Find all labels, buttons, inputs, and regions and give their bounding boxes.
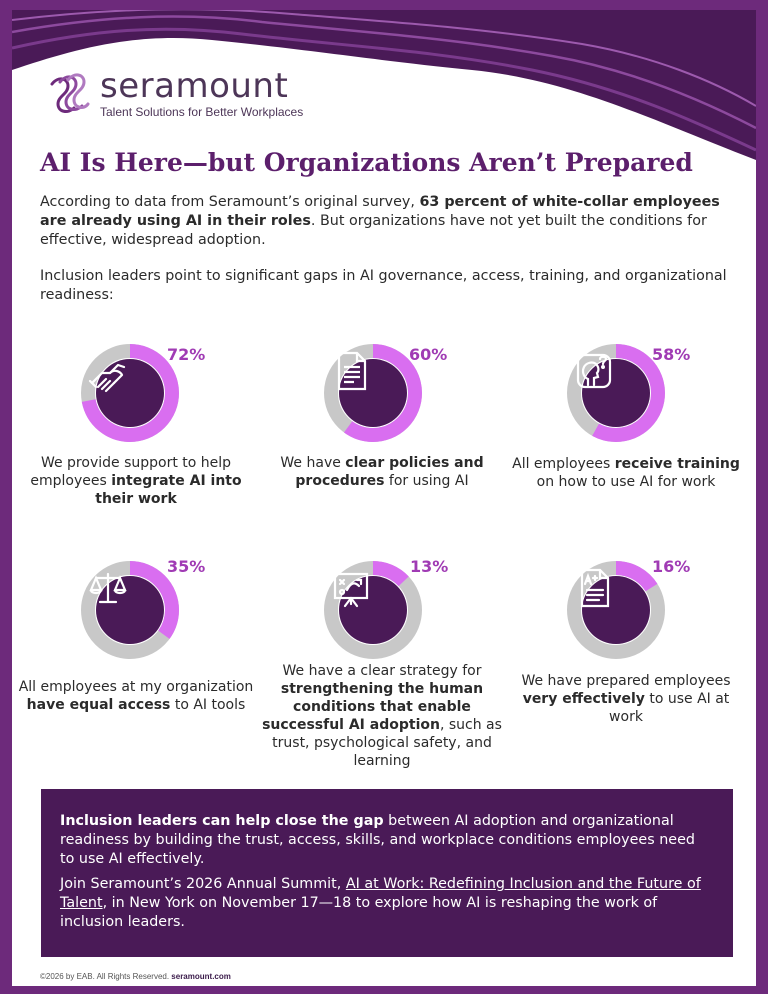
stat-donut-fill [324, 561, 422, 659]
infographic-page: seramount Talent Solutions for Better Wo… [12, 10, 756, 986]
stat-donut-fill [567, 561, 665, 659]
caption-text: We have [280, 455, 346, 471]
caption-text: All employees at my organization [18, 679, 254, 695]
callout-paragraph-2: Join Seramount’s 2026 Annual Summit, AI … [60, 875, 710, 932]
intro-paragraph: According to data from Seramount’s origi… [40, 193, 730, 250]
caption-text: We have prepared employees [521, 673, 731, 689]
copyright-text: ©2026 by EAB. All Rights Reserved. [40, 972, 172, 981]
stat-percentage: 35% [167, 557, 206, 576]
page-title: AI Is Here—but Organizations Aren’t Prep… [40, 148, 693, 177]
seramount-logo-mark-icon [50, 73, 90, 113]
caption-text: for using AI [384, 473, 469, 489]
caption-text: to AI tools [170, 697, 246, 713]
stat-percentage: 13% [410, 557, 449, 576]
brand-name: seramount [100, 66, 289, 106]
header-waves [12, 10, 756, 160]
footer-site-link[interactable]: seramount.com [171, 972, 231, 981]
caption-text: on how to use AI for work [536, 474, 716, 490]
strategy-board-icon [333, 572, 369, 608]
stat-donut [323, 343, 423, 443]
brand-tagline: Talent Solutions for Better Workplaces [100, 105, 304, 119]
stat-caption: We have prepared employees very effectiv… [506, 672, 746, 726]
caption-highlight: clear policies and procedures [295, 455, 484, 489]
caption-text: We have a clear strategy for [282, 663, 482, 679]
stat-donut-fill [81, 561, 179, 659]
stat-caption: We have a clear strategy for strengtheni… [262, 662, 502, 770]
callout-summit-rest: , in New York on November 17—18 to explo… [60, 895, 658, 930]
stat-donut [80, 560, 180, 660]
callout-bold: Inclusion leaders can help close the gap [60, 813, 384, 829]
stat-percentage: 16% [652, 557, 691, 576]
stat-caption: All employees receive training on how to… [506, 455, 746, 491]
stat-caption: We have clear policies and procedures fo… [262, 454, 502, 490]
caption-text: to use AI at work [609, 691, 730, 725]
caption-text: , such as trust, psychological safety, a… [272, 717, 502, 769]
stat-donut [566, 343, 666, 443]
stat-donut-fill [567, 344, 665, 442]
scales-icon [89, 572, 127, 604]
caption-highlight: very effectively [522, 691, 645, 707]
intro-highlight: 63 percent of white-collar employees are… [40, 194, 720, 229]
stat-donut [80, 343, 180, 443]
stat-percentage: 60% [409, 345, 448, 364]
caption-highlight: receive training [614, 456, 740, 472]
caption-text: We provide support to help employees [30, 455, 232, 489]
stat-percentage: 58% [652, 345, 691, 364]
callout-paragraph-1: Inclusion leaders can help close the gap… [60, 812, 710, 869]
seramount-logo: seramount Talent Solutions for Better Wo… [44, 68, 303, 119]
callout-rest: between AI adoption and organizational r… [60, 813, 695, 867]
graded-paper-icon [580, 568, 610, 608]
summit-link[interactable]: AI at Work: Redefining Inclusion and the… [60, 876, 701, 911]
stat-donut-fill [324, 344, 422, 442]
intro-text-a: According to data from Seramount’s origi… [40, 194, 420, 210]
head-question-icon [576, 353, 612, 389]
stat-caption: We provide support to help employees int… [16, 454, 256, 508]
footer: ©2026 by EAB. All Rights Reserved. seram… [40, 972, 231, 981]
document-icon [337, 351, 367, 391]
intro-text-c: . But organizations have not yet built t… [40, 213, 707, 248]
callout-summit-intro: Join Seramount’s 2026 Annual Summit, [60, 876, 346, 892]
stat-donut [323, 560, 423, 660]
stat-caption: All employees at my organization have eq… [16, 678, 256, 714]
stat-donut [566, 560, 666, 660]
callout-box: Inclusion leaders can help close the gap… [41, 789, 733, 957]
caption-highlight: integrate AI into their work [95, 473, 242, 507]
caption-highlight: strengthening the human conditions that … [262, 681, 484, 733]
stat-percentage: 72% [167, 345, 206, 364]
caption-text: All employees [512, 456, 615, 472]
caption-highlight: have equal access [26, 697, 171, 713]
stat-donut-fill [81, 344, 179, 442]
intro-paragraph-2: Inclusion leaders point to significant g… [40, 268, 727, 303]
handshake-icon [88, 363, 126, 393]
